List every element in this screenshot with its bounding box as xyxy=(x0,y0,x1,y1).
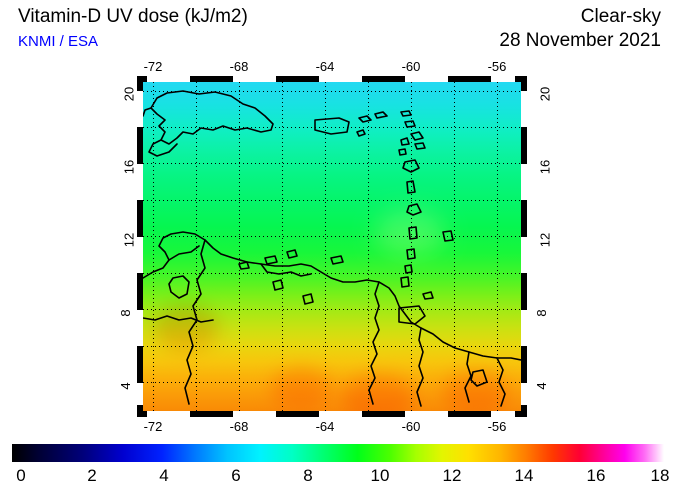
uv-hotspot-central xyxy=(271,367,331,409)
axis-tick-top: -64 xyxy=(315,59,335,74)
gridline-lat xyxy=(143,236,521,237)
coastline-overlay xyxy=(143,90,521,407)
gridline-lat xyxy=(143,346,521,347)
colorbar-tick: 8 xyxy=(303,466,313,485)
uv-dose-colorbar xyxy=(12,444,664,462)
axis-tick-bottom: -68 xyxy=(229,419,249,434)
gridline-lon xyxy=(454,82,455,411)
sky-condition-label: Clear-sky xyxy=(580,6,661,27)
colorbar-tick: 16 xyxy=(586,466,606,485)
axis-tick-right: 4 xyxy=(534,382,550,390)
gridline-lat xyxy=(143,200,521,201)
axis-tick-right: 16 xyxy=(537,159,553,175)
agency-credit: KNMI / ESA xyxy=(18,33,99,50)
map-frame-right xyxy=(521,76,527,417)
gridline-lon xyxy=(325,82,326,411)
axis-tick-left: 8 xyxy=(118,309,134,317)
axis-tick-top: -72 xyxy=(143,59,163,74)
axis-tick-bottom: -56 xyxy=(487,419,507,434)
colorbar-tick: 14 xyxy=(514,466,534,485)
uv-dose-heatmap-field xyxy=(143,82,521,411)
axis-tick-right: 12 xyxy=(537,232,553,248)
colorbar-tick: 4 xyxy=(159,466,169,485)
axis-tick-right: 20 xyxy=(537,86,553,102)
axis-tick-bottom: -72 xyxy=(143,419,163,434)
page-title: Vitamin-D UV dose (kJ/m2) xyxy=(18,6,248,27)
uv-dose-gradient xyxy=(143,82,521,411)
gridline-lat xyxy=(143,382,521,383)
colorbar-tick: 10 xyxy=(370,466,390,485)
axis-tick-left: 4 xyxy=(118,382,134,390)
gridline-lon xyxy=(368,82,369,411)
colorbar-tick: 18 xyxy=(650,466,670,485)
map-frame-top xyxy=(137,76,527,82)
axis-tick-left: 20 xyxy=(121,86,137,102)
axis-tick-left: 16 xyxy=(121,159,137,175)
gridline-lat xyxy=(143,309,521,310)
colorbar-tick: 12 xyxy=(442,466,462,485)
uv-hotspot-west xyxy=(153,304,219,352)
axis-tick-top: -56 xyxy=(487,59,507,74)
gridline-lat xyxy=(143,273,521,274)
gridline-lon xyxy=(282,82,283,411)
axis-tick-bottom: -60 xyxy=(401,419,421,434)
axis-tick-top: -60 xyxy=(401,59,421,74)
colorbar-tick: 6 xyxy=(231,466,241,485)
gridline-lon xyxy=(411,82,412,411)
axis-tick-bottom: -64 xyxy=(315,419,335,434)
gridline-lat xyxy=(143,91,521,92)
gridline-lat xyxy=(143,127,521,128)
gridline-lon xyxy=(497,82,498,411)
gridline-lon xyxy=(196,82,197,411)
colorbar-tick: 0 xyxy=(16,466,26,485)
gridline-lon xyxy=(153,82,154,411)
gridline-lon xyxy=(239,82,240,411)
axis-tick-top: -68 xyxy=(229,59,249,74)
uv-hotspot-south xyxy=(341,374,415,411)
map-frame-left xyxy=(137,76,143,417)
axis-tick-right: 8 xyxy=(534,309,550,317)
date-label: 28 November 2021 xyxy=(499,30,661,51)
map-frame-bottom xyxy=(137,411,527,417)
axis-tick-left: 12 xyxy=(121,232,137,248)
map-panel xyxy=(137,76,527,417)
graticule-grid xyxy=(143,82,521,411)
colorbar-tick: 2 xyxy=(87,466,97,485)
gridline-lat xyxy=(143,163,521,164)
